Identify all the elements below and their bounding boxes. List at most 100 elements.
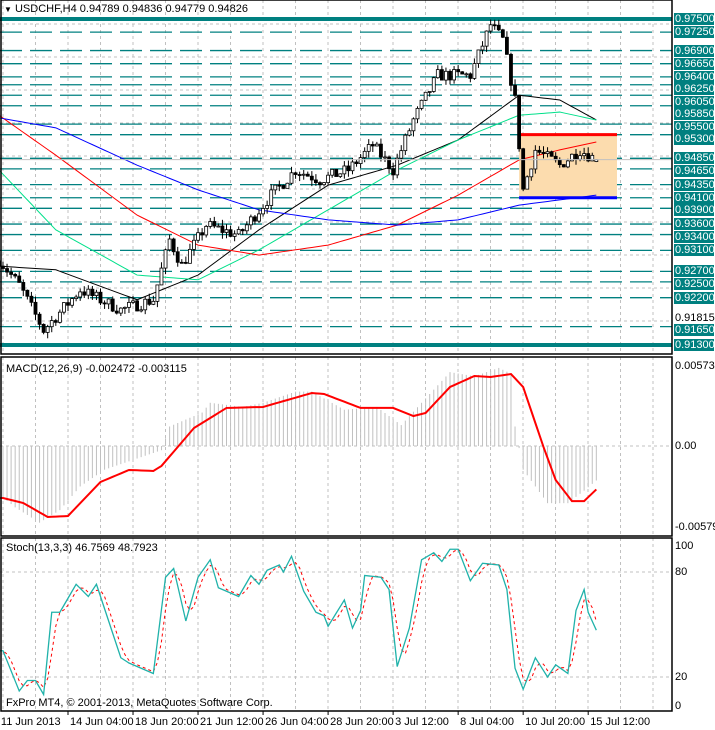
candle-body (98, 291, 103, 304)
candle-body (330, 168, 335, 176)
macd-title: MACD(12,26,9) (6, 363, 83, 375)
candle-body (537, 149, 542, 153)
candle-body (338, 173, 343, 177)
candle-body (110, 298, 115, 312)
candle-body (236, 229, 241, 235)
candle-body (228, 229, 233, 237)
moving-average-blue (0, 117, 597, 226)
price-level-label: 0.93600 (674, 218, 715, 231)
candle-body (114, 310, 119, 314)
candle-body (452, 69, 456, 81)
stoch-header: Stoch(13,3,3) 46.7569 48.7923 (6, 542, 158, 554)
candle-body (200, 232, 205, 236)
panel-frame (0, 356, 673, 537)
candle-body (127, 302, 131, 308)
price-level-label: 0.95300 (674, 133, 715, 146)
candle-body (492, 24, 497, 27)
candle-body (9, 271, 14, 275)
time-axis-label: 11 Jun 2013 (0, 716, 61, 728)
candle-body (285, 182, 290, 189)
price-level-label: 0.92700 (674, 265, 715, 278)
candle-body (383, 156, 387, 159)
macd-indicator (0, 367, 598, 523)
stoch-axis-label: 100 (675, 540, 694, 552)
candle-body (25, 289, 30, 297)
price-level-label: 0.94650 (674, 164, 715, 177)
candle-body (208, 221, 213, 227)
price-level-label: 0.95850 (674, 108, 715, 121)
candle-body (541, 151, 546, 154)
candle-body (147, 298, 152, 305)
arrow-down-icon: ▼ (4, 5, 12, 14)
candle-body (468, 73, 473, 79)
candle-body (281, 185, 286, 189)
price-level-label: 0.94850 (674, 152, 715, 165)
candle-body (293, 172, 298, 175)
candle-body (171, 238, 176, 253)
macd-header: MACD(12,26,9) -0.002472 -0.003115 (6, 363, 187, 375)
candle-body (41, 323, 46, 333)
candle-body (94, 291, 99, 296)
time-axis-label: 21 Jun 12:00 (200, 716, 264, 728)
candle-body (391, 168, 396, 176)
candle-body (74, 296, 79, 299)
candle-body (21, 282, 26, 291)
open-price: 0.94789 (79, 3, 120, 15)
candle-body (488, 24, 493, 32)
candle-body (224, 229, 229, 233)
candle-body (90, 288, 95, 296)
candle-body (37, 313, 42, 325)
candles (0, 19, 672, 339)
stochastic-indicator (0, 548, 597, 697)
candle-body (496, 24, 501, 31)
candle-body (143, 298, 148, 311)
stoch-values: 46.7569 48.7923 (75, 542, 158, 554)
candle-body (456, 69, 461, 73)
stoch-axis-label: 20 (675, 671, 688, 683)
macd-values: -0.002472 -0.003115 (85, 363, 187, 375)
price-level-label: 0.97500 (674, 13, 715, 25)
candle-body (464, 73, 469, 76)
candle-body (484, 30, 489, 47)
candle-body (155, 284, 160, 302)
candle-body (265, 205, 270, 209)
candle-body (574, 153, 578, 160)
price-level-label: 0.93400 (674, 230, 715, 243)
time-axis-label: 18 Jun 20:00 (135, 716, 199, 728)
candle-body (366, 144, 371, 152)
candle-body (513, 84, 517, 96)
candle-body (216, 225, 221, 228)
candle-body (45, 326, 50, 333)
candle-body (257, 213, 261, 222)
candle-body (549, 151, 554, 157)
candle-body (261, 208, 265, 215)
candle-body (131, 300, 135, 303)
panel-frames (0, 0, 673, 715)
candle-body (387, 156, 391, 170)
candle-body (379, 143, 383, 158)
stoch-title: Stoch(13,3,3) (6, 542, 73, 554)
price-level-label: 0.95500 (674, 120, 715, 133)
candle-body (334, 168, 339, 177)
candle-body (78, 291, 83, 298)
price-level-label: 0.93100 (674, 244, 715, 257)
moving-average-green (0, 111, 597, 281)
candle-body (358, 157, 363, 164)
candle-body (33, 301, 38, 315)
price-level-label: 0.96900 (674, 44, 715, 57)
candle-body (220, 225, 225, 233)
macd-axis-label: 0.005737 (675, 360, 715, 372)
time-axis-label: 8 Jul 04:00 (460, 716, 514, 728)
price-level-label: 0.96250 (674, 83, 715, 96)
candle-body (419, 99, 424, 109)
candle-body (62, 302, 66, 313)
candle-body (212, 221, 217, 227)
symbol-label: USDCHF,H4 (14, 3, 77, 15)
time-axis-label: 15 Jul 12:00 (590, 716, 651, 728)
candle-body (362, 150, 367, 159)
candle-body (346, 165, 351, 172)
stoch-axis-label: 80 (675, 566, 688, 578)
candle-body (517, 94, 522, 150)
candle-body (350, 161, 355, 172)
